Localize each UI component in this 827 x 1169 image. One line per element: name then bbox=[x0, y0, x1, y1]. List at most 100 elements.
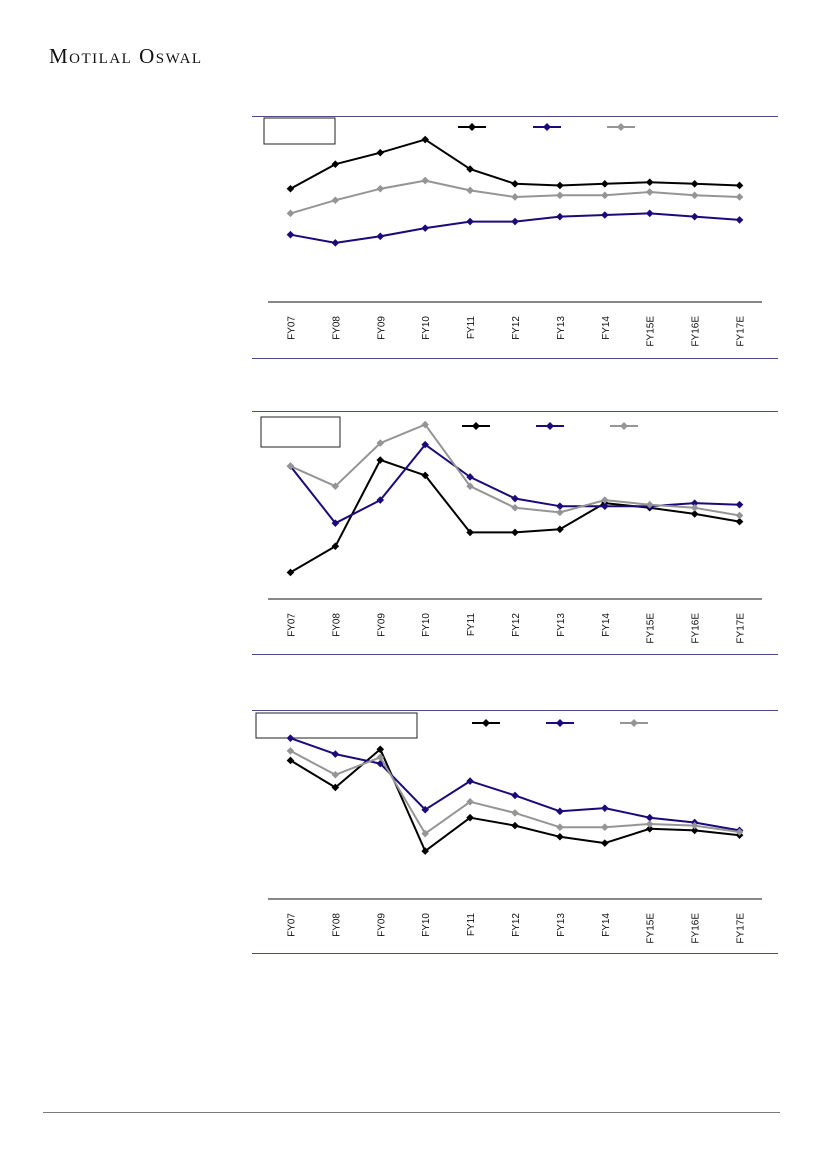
x-tick-label: FY15E bbox=[646, 613, 657, 644]
chart-1-series-2-point bbox=[466, 217, 474, 226]
footer-rule bbox=[43, 1112, 780, 1113]
x-tick-label: FY13 bbox=[556, 613, 567, 637]
chart-2-legend-entry-1 bbox=[462, 422, 490, 430]
chart-3-series-3-point bbox=[690, 821, 699, 830]
x-tick-label: FY08 bbox=[331, 316, 342, 340]
chart-3-series-1-point bbox=[690, 826, 699, 835]
chart-3-series-3-point bbox=[601, 823, 609, 832]
chart-1-label-box bbox=[263, 117, 336, 145]
chart-3-series-1-point bbox=[331, 783, 340, 792]
chart-3-bottom-rule bbox=[252, 953, 778, 954]
chart-1-series-1-point bbox=[466, 165, 474, 173]
chart-3-series-2-point bbox=[331, 750, 340, 758]
chart-1-top-rule bbox=[252, 116, 778, 117]
x-tick-label: FY07 bbox=[286, 913, 297, 937]
chart-2-plot: FY07 FY08 FY09 FY10 FY11 FY12 FY13 FY14 FY15E FY1… bbox=[260, 416, 762, 644]
chart-2-series-2-point bbox=[421, 440, 429, 449]
x-tick-label: FY08 bbox=[331, 913, 342, 937]
chart-1-series-1-point bbox=[556, 181, 564, 190]
x-tick-label: FY09 bbox=[376, 913, 387, 937]
chart-1: FY07 FY08 FY09 FY10 FY11 FY12 FY13 FY14 FY15E FY1… bbox=[252, 116, 778, 360]
chart-2-series-2-point bbox=[690, 499, 699, 507]
chart-1-series-1-point bbox=[735, 181, 744, 190]
chart-3-series-3-point bbox=[556, 823, 564, 832]
x-tick-label: FY07 bbox=[286, 316, 297, 340]
chart-3-series-2-point bbox=[645, 813, 654, 822]
chart-2-series-3-point bbox=[376, 439, 385, 447]
chart-1-series-2-point bbox=[556, 212, 564, 221]
x-tick-label: FY14 bbox=[601, 913, 612, 937]
chart-1-series-1-point bbox=[286, 184, 295, 193]
chart-3-series-3-point bbox=[466, 797, 474, 806]
chart-3-series-1-point bbox=[645, 825, 654, 833]
chart-1-series-3-point bbox=[376, 184, 385, 193]
x-tick-label: FY16E bbox=[691, 316, 702, 347]
chart-3: FY07 FY08 FY09 FY10 FY11 FY12 FY13 FY14 FY15E FY1… bbox=[252, 710, 778, 955]
chart-1-series-3-point bbox=[645, 188, 654, 196]
chart-2-series-2-point bbox=[511, 494, 519, 503]
x-tick-label: FY12 bbox=[511, 913, 522, 937]
x-tick-label: FY10 bbox=[421, 913, 432, 937]
chart-2-series-1-line bbox=[289, 459, 740, 574]
chart-1-series-2-point bbox=[511, 217, 519, 226]
chart-3-series-1-point bbox=[466, 813, 474, 822]
x-tick-label: FY11 bbox=[466, 316, 477, 340]
chart-2-series-2-point bbox=[466, 473, 474, 481]
chart-2-series-3-point bbox=[735, 511, 744, 520]
chart-1-series-3-point bbox=[466, 186, 474, 195]
chart-2-legend-entry-3 bbox=[610, 422, 638, 430]
chart-1-series-2-point bbox=[421, 224, 429, 232]
chart-2-bottom-rule bbox=[252, 654, 778, 655]
chart-3-series-1-point bbox=[286, 756, 295, 765]
chart-3-series-1-point bbox=[376, 745, 385, 754]
x-tick-label: FY15E bbox=[646, 316, 657, 347]
chart-1-series-2-point bbox=[690, 212, 699, 221]
chart-2-series-3-point bbox=[690, 503, 699, 512]
chart-3-series-2-point bbox=[556, 807, 564, 816]
chart-1-series-3-point bbox=[286, 209, 295, 218]
chart-1-series-3-point bbox=[690, 191, 699, 200]
chart-3-plot: FY07 FY08 FY09 FY10 FY11 FY12 FY13 FY14 FY15E FY1… bbox=[255, 712, 762, 944]
chart-1-series-3-point bbox=[556, 191, 564, 200]
chart-1-series-2-point bbox=[376, 232, 385, 241]
x-tick-label: FY11 bbox=[466, 913, 477, 937]
x-tick-label: FY08 bbox=[331, 613, 342, 637]
chart-3-series-1-point bbox=[511, 821, 519, 830]
chart-3-series-1-line bbox=[289, 748, 740, 853]
chart-2-series-2-point bbox=[556, 502, 564, 511]
chart-2-series-2-point bbox=[735, 500, 744, 509]
x-tick-label: FY17E bbox=[736, 316, 747, 347]
x-tick-label: FY07 bbox=[286, 613, 297, 637]
chart-1-bottom-rule bbox=[252, 358, 778, 359]
chart-2-series-2-point bbox=[601, 502, 609, 511]
chart-2-series-3-point bbox=[421, 420, 429, 429]
chart-2-legend-entry-2 bbox=[536, 422, 564, 430]
x-tick-label: FY09 bbox=[376, 613, 387, 637]
chart-3-top-rule bbox=[252, 710, 778, 711]
chart-1-series-3-point bbox=[601, 191, 609, 200]
brand-logo: Motilal Oswal bbox=[49, 44, 203, 68]
chart-3-series-1-point bbox=[556, 832, 564, 841]
chart-3-series-2-point bbox=[421, 805, 429, 814]
chart-1-series-2-point bbox=[601, 211, 609, 219]
chart-2-series-1-point bbox=[286, 568, 295, 577]
chart-2-label-box bbox=[260, 416, 341, 448]
chart-2-series-1-point bbox=[556, 525, 564, 534]
chart-1-legend-entry-3 bbox=[607, 123, 635, 131]
chart-1-legend-entry-1 bbox=[458, 123, 486, 131]
chart-1-series-1-point bbox=[331, 160, 340, 168]
chart-1-series-3-point bbox=[331, 196, 340, 205]
chart-2-series-1-point bbox=[690, 510, 699, 518]
chart-1-plot: FY07 FY08 FY09 FY10 FY11 FY12 FY13 FY14 FY15E FY1… bbox=[263, 117, 762, 347]
chart-3-series-2-point bbox=[511, 791, 519, 800]
x-tick-label: FY16E bbox=[691, 913, 702, 944]
chart-3-series-3-point bbox=[511, 809, 519, 817]
x-tick-label: FY13 bbox=[556, 316, 567, 340]
chart-2-series-3-point bbox=[556, 508, 564, 517]
chart-1-series-1-point bbox=[645, 178, 654, 186]
x-tick-label: FY10 bbox=[421, 613, 432, 637]
chart-3-series-1-point bbox=[601, 839, 609, 847]
chart-3-series-3-point bbox=[735, 828, 744, 836]
x-tick-label: FY15E bbox=[646, 913, 657, 944]
chart-3-series-2-point bbox=[601, 804, 609, 812]
